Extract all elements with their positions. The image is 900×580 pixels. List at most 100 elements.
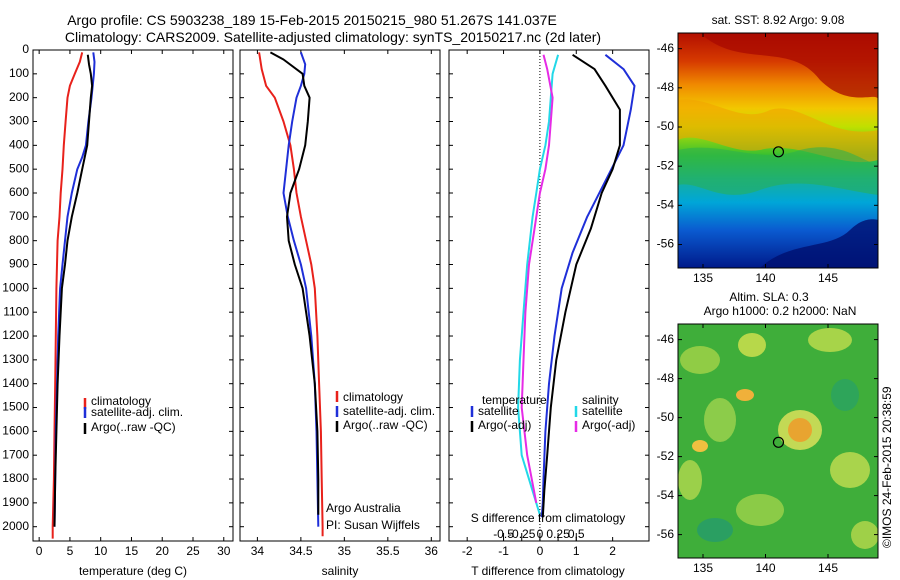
legend-label-argo: Argo(..raw -QC): [343, 418, 428, 432]
depth-tick-label: 800: [9, 233, 29, 247]
difference-frame: [448, 49, 650, 542]
difference-xlabel: T difference from climatology: [471, 564, 625, 578]
series-line-salinity-argo: [520, 54, 554, 504]
difference-legend: temperature salinity satellite Argo(-adj…: [470, 393, 635, 432]
lon-tick-label: 135: [693, 271, 713, 285]
salinity-panel: 34 34.5 35 35.5 36 climatology satellite-adj…: [239, 49, 441, 578]
x-top-tick-label: -0.25: [508, 527, 536, 541]
series-line-salinity-satellite: [517, 54, 560, 516]
annotation-argo-australia: Argo Australia: [326, 501, 401, 515]
x-tick-label: -1: [498, 544, 509, 558]
x-tick-label: 35.5: [376, 544, 400, 558]
lat-tick-label: -48: [657, 371, 675, 385]
x-tick-label: 35: [338, 544, 352, 558]
lon-tick-label: 140: [755, 561, 775, 575]
x-tick-label: 2: [609, 544, 616, 558]
legend-label-temperature-argo: Argo(-adj): [478, 418, 531, 432]
temperature-frame: [32, 49, 234, 542]
annotation-pi: PI: Susan Wijffels: [326, 518, 420, 532]
sst-map-title: sat. SST: 8.92 Argo: 9.08: [712, 13, 845, 27]
x-tick-label: 15: [125, 544, 139, 558]
lat-tick-label: -50: [657, 410, 675, 424]
x-tick-label: 0: [36, 544, 43, 558]
depth-tick-label: 1500: [2, 400, 29, 414]
sst-map: sat. SST: 8.92 Argo: 9.08 135 140 145 -46 -4…: [657, 13, 879, 285]
x-tick-label: -2: [462, 544, 473, 558]
x-tick-label: 10: [94, 544, 108, 558]
depth-tick-label: 300: [9, 114, 29, 128]
x-tick-label: 34.5: [289, 544, 313, 558]
series-line-climatology: [258, 52, 324, 537]
depth-tick-label: 1200: [2, 328, 29, 342]
sst-map-frame: [677, 32, 879, 269]
lat-tick-label: -50: [657, 119, 675, 133]
lat-tick-label: -54: [657, 488, 675, 502]
depth-tick-label: 1600: [2, 424, 29, 438]
legend-label-argo: Argo(..raw -QC): [91, 420, 176, 434]
sla-map-frame: [677, 323, 879, 559]
legend-label-climatology: climatology: [343, 390, 403, 404]
depth-tick-label: 1300: [2, 352, 29, 366]
lon-tick-label: 140: [755, 271, 775, 285]
sst-orange-tongue: [678, 99, 878, 163]
x-top-tick-label: 0.5: [568, 527, 585, 541]
depth-tick-label: 1100: [3, 304, 29, 318]
sst-warm-eddy: [700, 33, 878, 100]
legend-label-salinity-satellite: satellite: [582, 404, 623, 418]
lat-tick-label: -46: [657, 41, 675, 55]
temperature-xlabel: temperature (deg C): [79, 564, 187, 578]
lat-tick-label: -52: [657, 158, 675, 172]
figure-title-line2: Climatology: CARS2009. Satellite-adjuste…: [65, 29, 601, 45]
x-top-tick-label: -0.5: [493, 527, 514, 541]
x-tick-label: 1: [573, 544, 580, 558]
sla-anomaly-blobs: [678, 328, 878, 549]
series-line-temperature-argo: [541, 53, 621, 518]
depth-tick-label: 200: [9, 90, 29, 104]
x-tick-label: 34: [251, 544, 265, 558]
imos-credit: ©IMOS 24-Feb-2015 20:38:59: [880, 386, 894, 548]
x-top-tick-label: 0: [537, 527, 544, 541]
x-tick-label: 20: [156, 544, 170, 558]
lon-tick-label: 145: [818, 271, 838, 285]
x-tick-label: 0: [537, 544, 544, 558]
lat-tick-label: -56: [657, 527, 675, 541]
series-line-climatology: [51, 52, 84, 539]
sla-map-title-line1: Altim. SLA: 0.3: [729, 290, 809, 304]
lat-tick-label: -56: [657, 237, 675, 251]
lat-tick-label: -54: [657, 198, 675, 212]
depth-tick-label: 1700: [2, 447, 29, 461]
series-line-argo: [53, 54, 94, 527]
lon-tick-label: 135: [693, 561, 713, 575]
sla-map-title-line2: Argo h1000: 0.2 h2000: NaN: [704, 304, 857, 318]
series-line-argo: [269, 51, 320, 515]
lat-tick-label: -52: [657, 449, 675, 463]
depth-tick-label: 0: [22, 42, 29, 56]
legend-title-temperature: temperature: [482, 393, 547, 407]
lon-tick-label: 145: [818, 561, 838, 575]
salinity-frame: [239, 49, 441, 542]
difference-xlabel-top: S difference from climatology: [471, 511, 626, 525]
legend-label-satellite: satellite-adj. clim.: [91, 405, 183, 419]
argo-location-marker: [772, 436, 785, 448]
difference-panel: -2 -1 0 1 2 -0.5-0.25 0 0.250.5 temperature sal…: [448, 49, 650, 578]
lat-tick-label: -48: [657, 80, 675, 94]
salinity-xlabel: salinity: [322, 564, 359, 578]
x-tick-label: 30: [217, 544, 231, 558]
sst-green-band: [678, 147, 878, 195]
x-tick-label: 36: [425, 544, 439, 558]
depth-tick-label: 1400: [2, 376, 29, 390]
depth-tick-label: 1800: [2, 471, 29, 485]
depth-tick-label: 700: [9, 209, 29, 223]
legend-title-salinity: salinity: [582, 393, 619, 407]
argo-location-marker: [772, 146, 785, 158]
sst-cold-front: [760, 219, 878, 268]
lat-tick-label: -46: [657, 332, 675, 346]
x-tick-label: 25: [186, 544, 200, 558]
depth-tick-label: 600: [9, 185, 29, 199]
depth-tick-label: 400: [9, 138, 29, 152]
temperature-legend: climatology satellite-adj. clim. Argo(..…: [83, 394, 183, 434]
x-top-tick-label: 0.25: [546, 527, 570, 541]
depth-tick-label: 100: [9, 66, 29, 80]
legend-label-temperature-satellite: satellite: [478, 404, 519, 418]
